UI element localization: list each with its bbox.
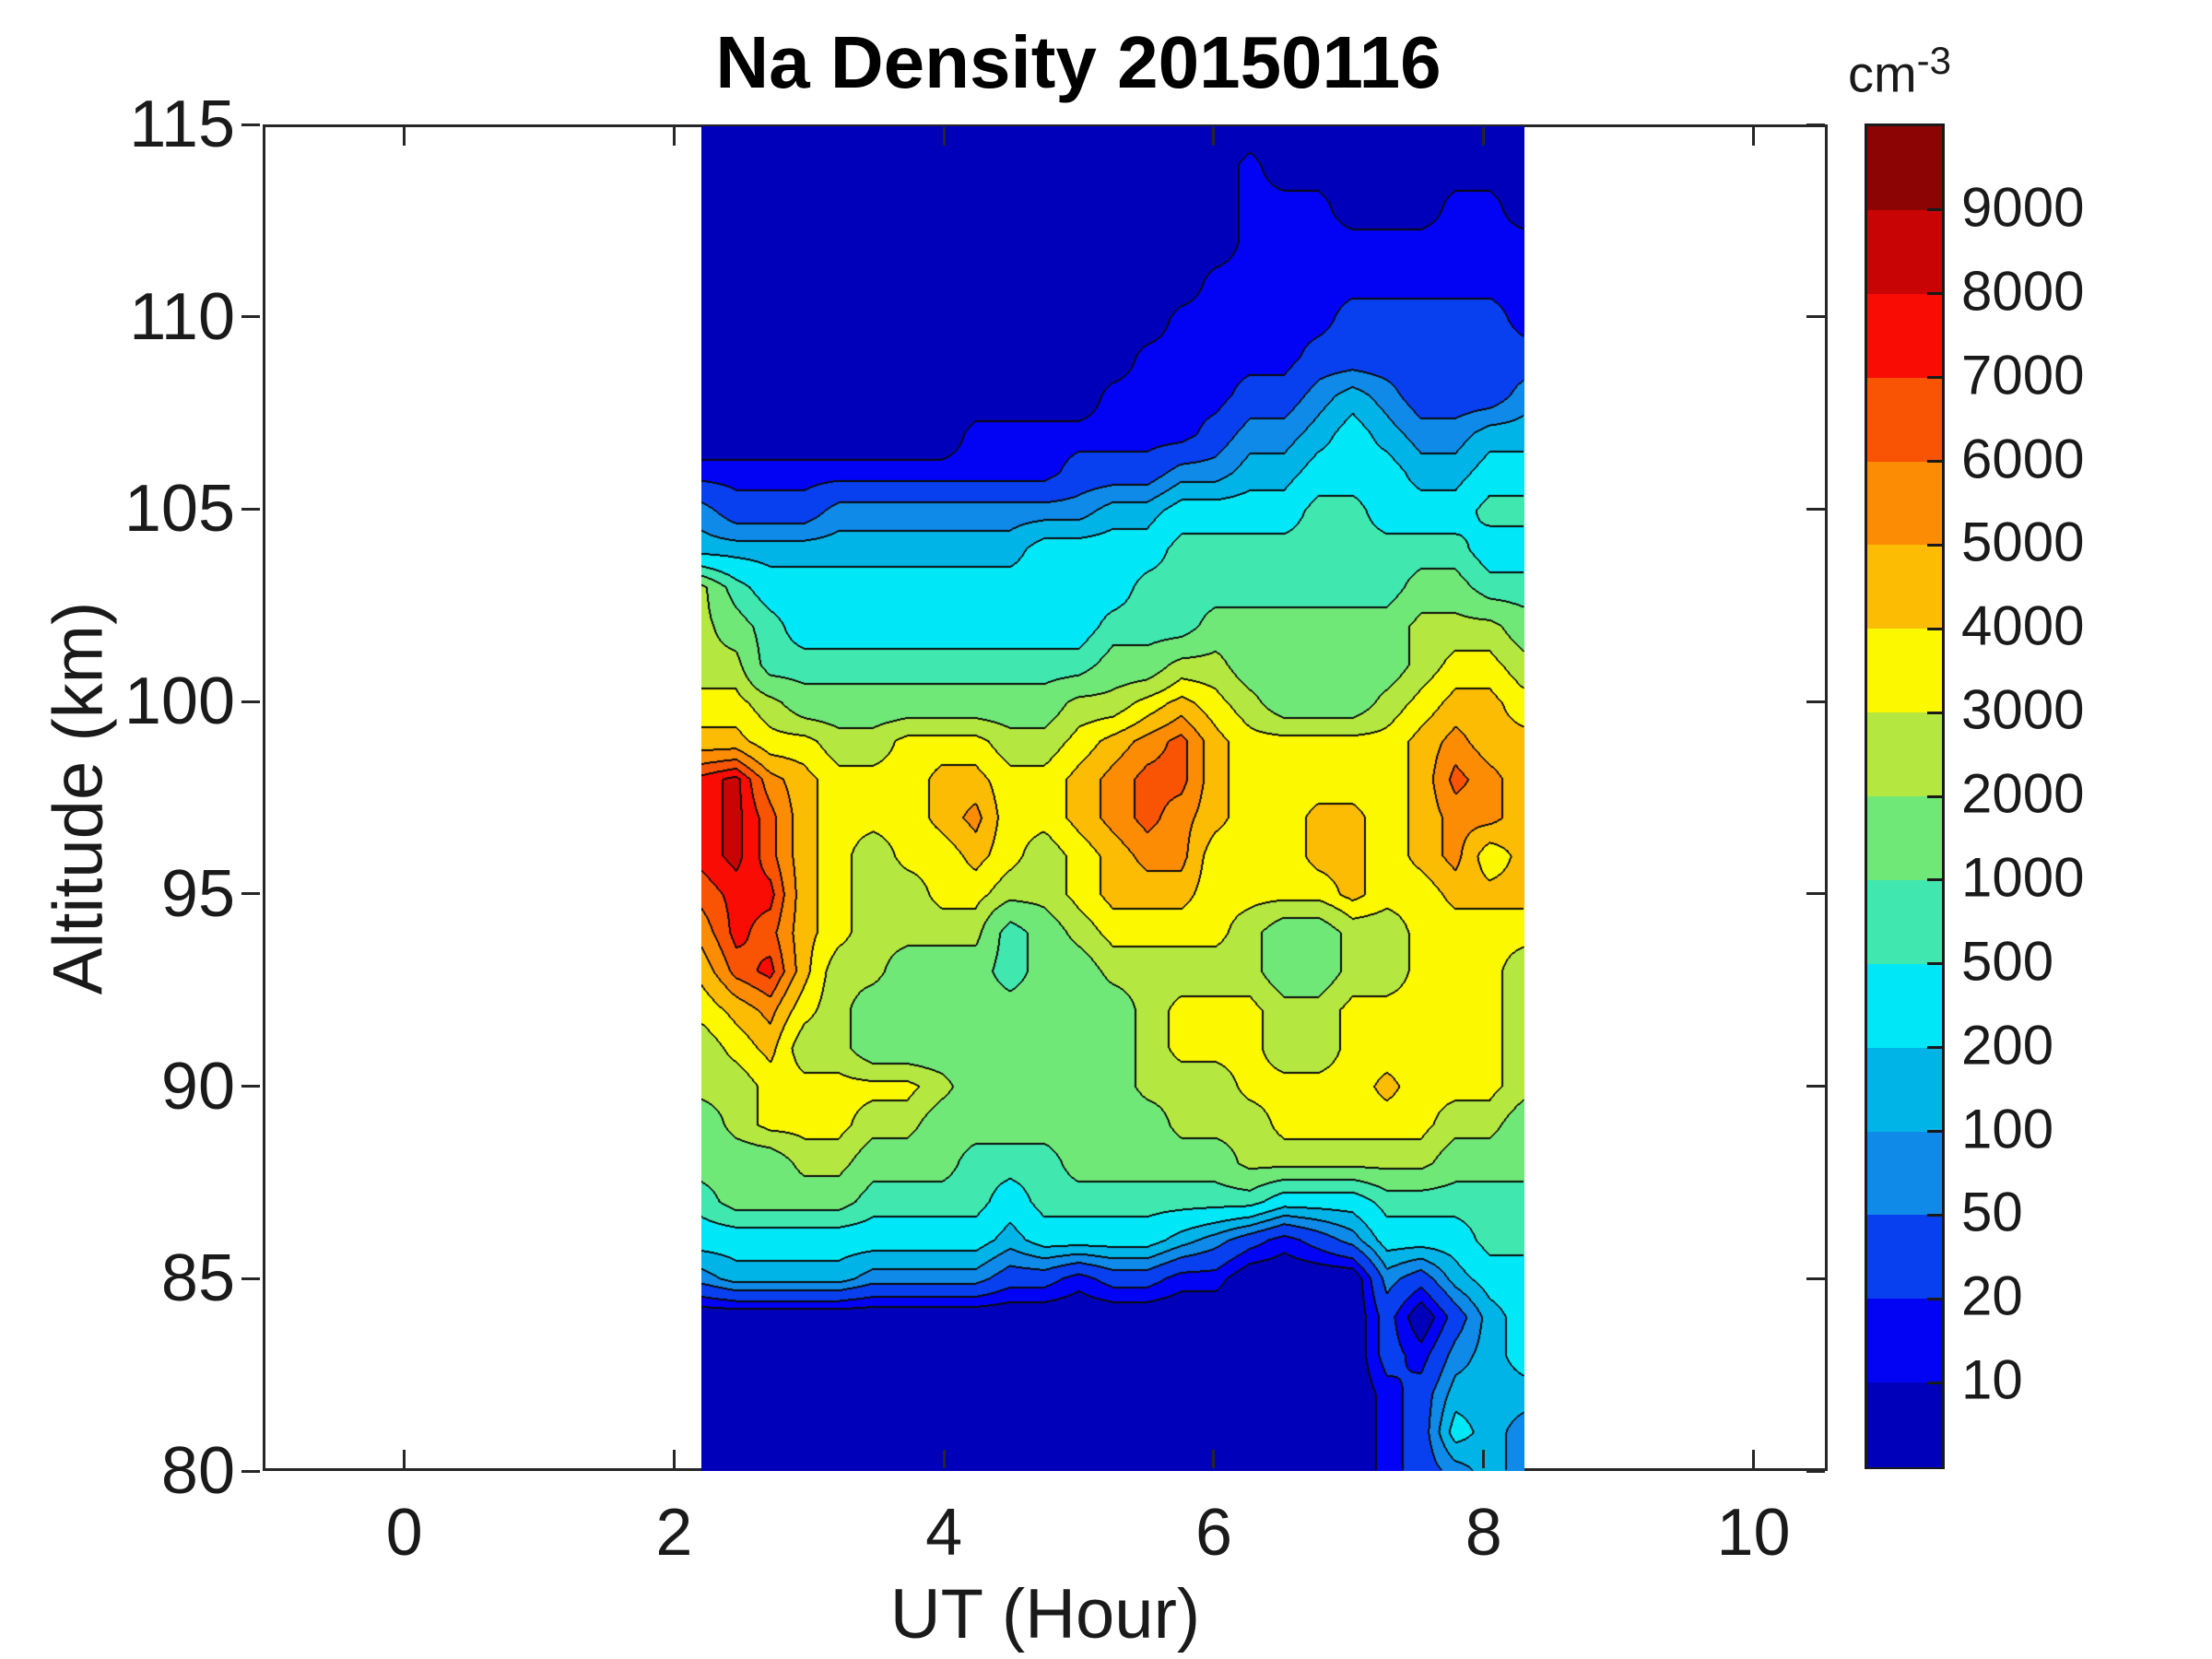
x-tick-bottom [1482, 1450, 1486, 1468]
x-tick-top [942, 127, 946, 146]
x-tick-bottom [1751, 1450, 1755, 1468]
y-axis-label: Altitude (km) [39, 601, 118, 995]
y-tick-right [1806, 892, 1825, 896]
colorbar-tick-label: 2000 [1961, 762, 2085, 825]
y-tick-right [1806, 123, 1825, 126]
x-tick-label: 2 [655, 1496, 693, 1570]
colorbar-tick-label: 1000 [1961, 846, 2085, 909]
x-tick-bottom [672, 1450, 676, 1468]
y-tick-right [1806, 1277, 1825, 1280]
x-tick-label: 6 [1194, 1496, 1232, 1570]
colorbar-tick [1927, 1381, 1942, 1384]
colorbar-tick-label: 9000 [1961, 176, 2085, 239]
y-tick-label: 110 [129, 279, 235, 354]
x-tick-top [1482, 127, 1486, 146]
y-tick-label: 100 [124, 665, 235, 739]
colorbar-unit-label: cm-3 [1848, 39, 1951, 104]
colorbar-tick [1927, 1130, 1942, 1133]
x-tick-bottom [403, 1450, 406, 1468]
y-tick-label: 105 [124, 472, 235, 547]
x-axis-label: UT (Hour) [889, 1575, 1201, 1653]
x-tick-label: 10 [1716, 1496, 1791, 1570]
colorbar-tick [1927, 376, 1942, 380]
colorbar-segment [1867, 879, 1942, 965]
x-tick-top [1212, 127, 1216, 146]
colorbar-unit-exponent: -3 [1916, 39, 1952, 82]
x-tick-bottom [942, 1450, 946, 1468]
colorbar-tick [1927, 962, 1942, 966]
y-tick-right [1806, 700, 1825, 703]
x-tick-bottom [1212, 1450, 1216, 1468]
colorbar-segment [1867, 1299, 1942, 1384]
colorbar-segment [1867, 1215, 1942, 1300]
contour-plot-canvas [701, 126, 1524, 1471]
y-tick-left [241, 507, 260, 511]
colorbar-unit-base: cm [1848, 44, 1917, 103]
colorbar-segment [1867, 209, 1942, 295]
colorbar-segment [1867, 293, 1942, 379]
y-tick-left [241, 315, 260, 319]
x-tick-label: 8 [1465, 1496, 1502, 1570]
y-tick-left [241, 123, 260, 126]
colorbar-tick-label: 500 [1961, 930, 2054, 993]
y-tick-left [241, 1469, 260, 1473]
colorbar-tick [1927, 292, 1942, 296]
y-tick-label: 80 [160, 1434, 235, 1508]
colorbar [1865, 124, 1945, 1469]
y-tick-label: 115 [129, 88, 235, 161]
colorbar-tick [1927, 208, 1942, 212]
colorbar-tick [1927, 1213, 1942, 1217]
colorbar-tick [1927, 711, 1942, 714]
colorbar-tick-label: 7000 [1961, 344, 2085, 406]
colorbar-segment [1867, 796, 1942, 881]
y-tick-right [1806, 1469, 1825, 1473]
colorbar-tick-label: 50 [1961, 1181, 2023, 1243]
colorbar-tick [1927, 1297, 1942, 1300]
x-tick-label: 0 [385, 1496, 423, 1570]
colorbar-tick-label: 3000 [1961, 678, 2085, 741]
x-tick-top [403, 127, 406, 146]
x-tick-top [672, 127, 676, 146]
y-tick-right [1806, 1085, 1825, 1088]
plot-title: Na Density 20150116 [715, 21, 1441, 103]
colorbar-tick [1927, 460, 1942, 463]
y-tick-label: 95 [160, 856, 235, 931]
colorbar-tick-label: 100 [1961, 1098, 2054, 1159]
y-tick-right [1806, 507, 1825, 511]
x-tick-top [1751, 127, 1755, 146]
y-tick-left [241, 892, 260, 896]
y-tick-left [241, 700, 260, 703]
colorbar-segment [1867, 126, 1942, 211]
colorbar-tick-label: 4000 [1961, 594, 2085, 657]
colorbar-tick-label: 8000 [1961, 260, 2085, 323]
colorbar-segment [1867, 461, 1942, 547]
colorbar-tick-label: 10 [1961, 1348, 2023, 1411]
colorbar-segment [1867, 712, 1942, 797]
y-tick-right [1806, 315, 1825, 319]
y-tick-label: 90 [160, 1049, 235, 1124]
colorbar-segment [1867, 1131, 1942, 1217]
y-tick-left [241, 1085, 260, 1088]
colorbar-segment [1867, 545, 1942, 630]
y-tick-left [241, 1277, 260, 1280]
colorbar-segment [1867, 1047, 1942, 1133]
colorbar-tick [1927, 1046, 1942, 1050]
colorbar-tick [1927, 878, 1942, 882]
x-tick-label: 4 [925, 1496, 963, 1570]
y-tick-label: 85 [160, 1241, 235, 1316]
colorbar-tick [1927, 543, 1942, 547]
colorbar-segment [1867, 377, 1942, 463]
colorbar-tick [1927, 794, 1942, 798]
colorbar-segment [1867, 963, 1942, 1049]
colorbar-segment [1867, 629, 1942, 714]
colorbar-tick-label: 200 [1961, 1014, 2054, 1077]
colorbar-segment [1867, 1382, 1942, 1467]
colorbar-tick-label: 6000 [1961, 428, 2085, 489]
colorbar-tick-label: 20 [1961, 1265, 2023, 1327]
colorbar-tick [1927, 627, 1942, 630]
colorbar-tick-label: 5000 [1961, 511, 2085, 573]
